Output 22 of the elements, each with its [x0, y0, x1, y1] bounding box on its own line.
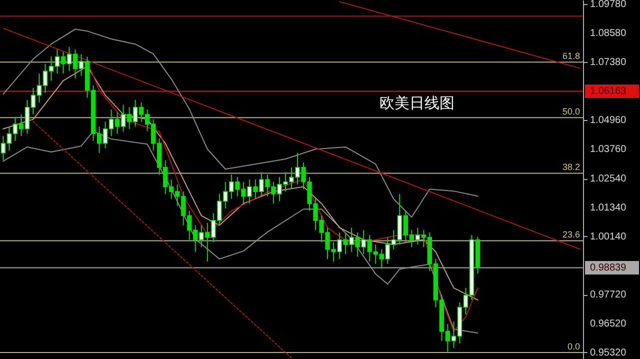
annotation: 38.2 — [562, 162, 580, 172]
annotation: 61.8 — [562, 51, 580, 62]
y-tick-label: 1.03760 — [590, 144, 627, 156]
annotation: 50.0 — [562, 106, 580, 117]
y-tick-label: 1.01340 — [590, 202, 627, 214]
annotation: 0.0 — [567, 341, 580, 352]
line-series — [2, 130, 478, 334]
y-tick-label: 0.96520 — [590, 318, 627, 330]
y-tick-label: 1.02540 — [590, 174, 627, 185]
y-tick-label: 0.97720 — [590, 290, 627, 301]
annotation: 23.6 — [562, 230, 580, 240]
y-tick-label: 1.09780 — [590, 0, 627, 10]
line-series — [2, 28, 478, 218]
text: 欧美日线图 — [379, 94, 454, 112]
y-tick-label: 0.95320 — [590, 347, 627, 358]
y-tick-label: 1.06163 — [590, 86, 627, 98]
y-tick-label: 1.00140 — [590, 231, 627, 242]
y-tick-label: 0.98839 — [590, 262, 627, 274]
y-tick-label: 1.08580 — [590, 28, 627, 40]
y-tick-label: 1.07380 — [590, 56, 627, 68]
y-tick-label: 1.04960 — [590, 115, 627, 126]
line-series — [2, 66, 478, 300]
